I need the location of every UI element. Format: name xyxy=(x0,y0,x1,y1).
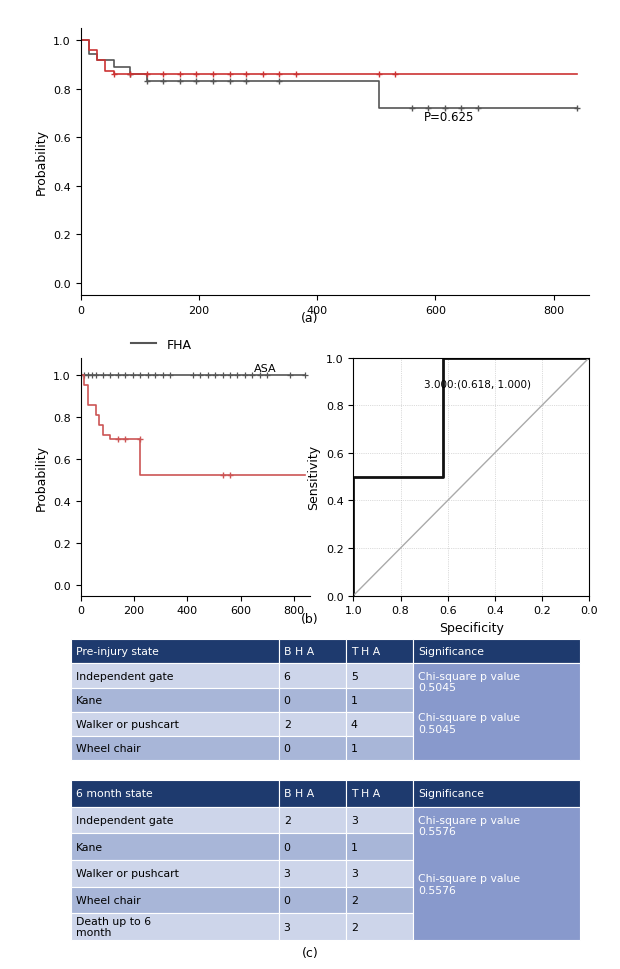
Text: 6: 6 xyxy=(284,671,291,681)
Text: (c): (c) xyxy=(301,947,319,959)
Text: 3: 3 xyxy=(284,868,291,878)
Text: Pre-injury state: Pre-injury state xyxy=(76,646,159,657)
Text: 5: 5 xyxy=(351,671,358,681)
Text: Chi-square p value
0.5576: Chi-square p value 0.5576 xyxy=(418,873,520,895)
Text: Walker or pushcart: Walker or pushcart xyxy=(76,719,179,730)
Text: Wheel chair: Wheel chair xyxy=(76,895,141,905)
Text: 6 month state: 6 month state xyxy=(76,789,153,798)
Text: 0: 0 xyxy=(284,895,291,905)
Text: Kane: Kane xyxy=(76,842,104,852)
Text: 1: 1 xyxy=(351,695,358,705)
Text: 2: 2 xyxy=(284,719,291,730)
Text: 0: 0 xyxy=(284,842,291,852)
Text: 1: 1 xyxy=(351,842,358,852)
Legend: Below, Over3: Below, Over3 xyxy=(76,644,159,686)
Text: T H A: T H A xyxy=(351,789,380,798)
Text: Wheel chair: Wheel chair xyxy=(76,743,141,754)
Y-axis label: Probability: Probability xyxy=(35,129,48,196)
Text: 2: 2 xyxy=(351,895,358,905)
Text: ASA: ASA xyxy=(254,363,277,373)
Text: (a): (a) xyxy=(301,312,319,325)
Text: Kane: Kane xyxy=(76,695,104,705)
Text: P=0.625: P=0.625 xyxy=(423,111,474,124)
Text: Independent gate: Independent gate xyxy=(76,815,174,825)
Text: 3: 3 xyxy=(351,815,358,825)
Text: Significance: Significance xyxy=(418,789,484,798)
Text: 3.000:(0.618, 1.000): 3.000:(0.618, 1.000) xyxy=(424,379,531,389)
Text: 0: 0 xyxy=(284,695,291,705)
Text: 2: 2 xyxy=(284,815,291,825)
Text: Chi-square p value
0.5045: Chi-square p value 0.5045 xyxy=(418,712,520,734)
Text: (b): (b) xyxy=(301,612,319,625)
Text: Significance: Significance xyxy=(418,646,484,657)
Text: 3: 3 xyxy=(351,868,358,878)
Text: Walker or pushcart: Walker or pushcart xyxy=(76,868,179,878)
X-axis label: Specificity: Specificity xyxy=(439,621,503,634)
Text: 0: 0 xyxy=(284,743,291,754)
Text: T H A: T H A xyxy=(351,646,380,657)
Text: B H A: B H A xyxy=(284,789,314,798)
Text: 3: 3 xyxy=(284,922,291,931)
Text: Chi-square p value
0.5576: Chi-square p value 0.5576 xyxy=(418,815,520,836)
Text: 4: 4 xyxy=(351,719,358,730)
Y-axis label: Sensitivity: Sensitivity xyxy=(308,445,321,510)
Text: Death up to 6
month: Death up to 6 month xyxy=(76,916,151,937)
Text: 1: 1 xyxy=(351,743,358,754)
Legend: FHA, THA: FHA, THA xyxy=(126,333,197,376)
Text: Chi-square p value
0.5045: Chi-square p value 0.5045 xyxy=(418,671,520,693)
Text: B H A: B H A xyxy=(284,646,314,657)
Y-axis label: Probability: Probability xyxy=(35,444,48,511)
Text: 2: 2 xyxy=(351,922,358,931)
Text: Independent gate: Independent gate xyxy=(76,671,174,681)
